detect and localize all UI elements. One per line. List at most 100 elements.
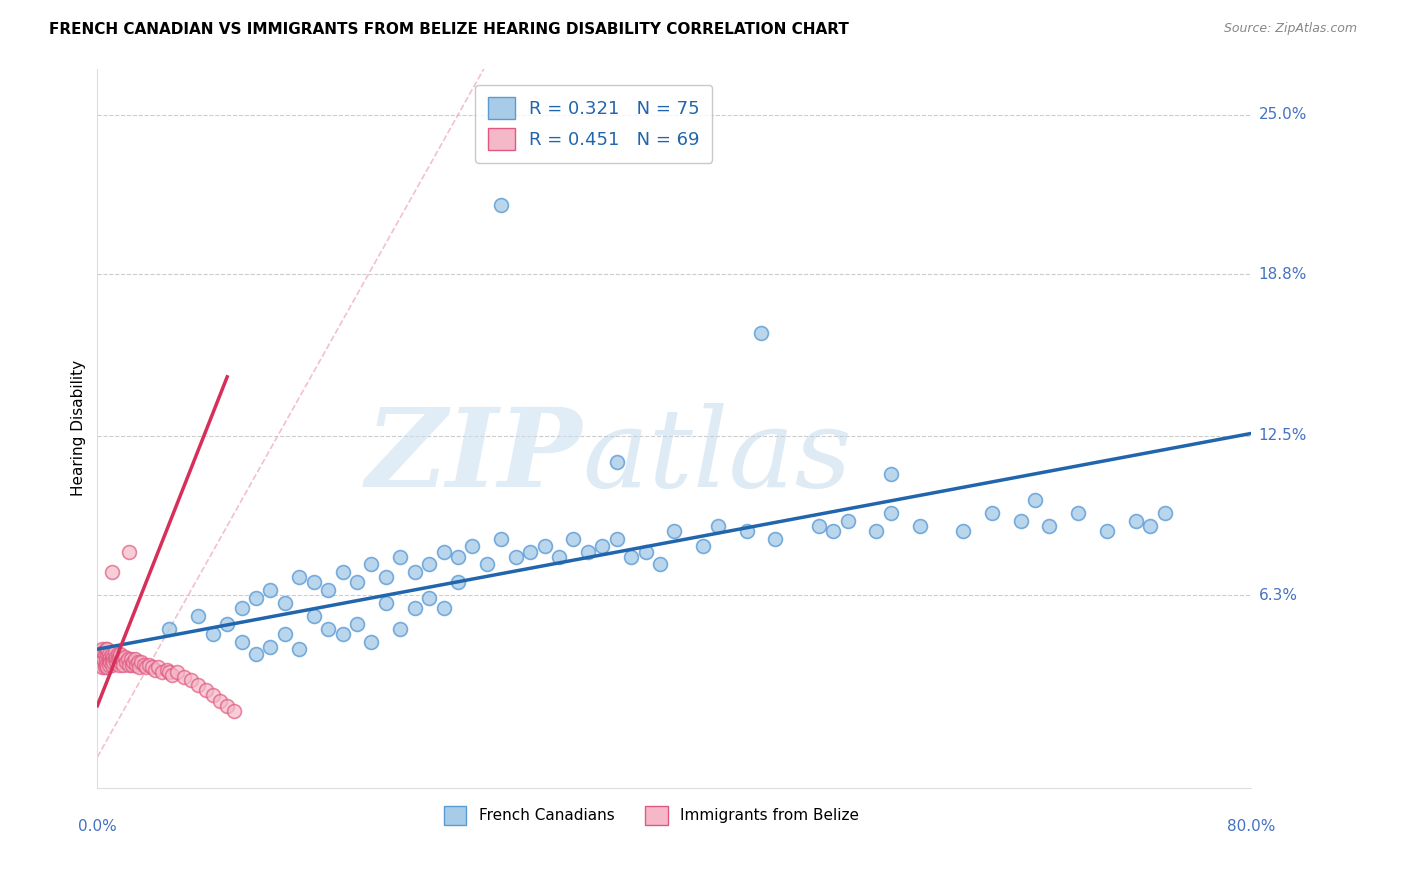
Point — [97, 652, 120, 666]
Point — [562, 532, 585, 546]
Point — [404, 565, 426, 579]
Point — [143, 663, 166, 677]
Point — [101, 652, 124, 666]
Point — [150, 665, 173, 680]
Point — [548, 549, 571, 564]
Point — [1125, 514, 1147, 528]
Point — [138, 657, 160, 672]
Point — [120, 652, 142, 666]
Point — [117, 652, 139, 666]
Point — [96, 660, 118, 674]
Y-axis label: Hearing Disability: Hearing Disability — [72, 360, 86, 496]
Text: ZIP: ZIP — [366, 403, 582, 511]
Point — [91, 645, 114, 659]
Point — [96, 648, 118, 662]
Point — [389, 622, 412, 636]
Point — [128, 660, 150, 674]
Point — [259, 640, 281, 654]
Point — [98, 655, 121, 669]
Point — [880, 506, 903, 520]
Point — [302, 608, 325, 623]
Point — [576, 544, 599, 558]
Point — [108, 649, 131, 664]
Legend: French Canadians, Immigrants from Belize: French Canadians, Immigrants from Belize — [437, 800, 865, 830]
Point — [648, 558, 671, 572]
Point — [491, 532, 513, 546]
Point — [332, 565, 354, 579]
Point — [96, 642, 118, 657]
Point — [908, 519, 931, 533]
Point — [105, 655, 128, 669]
Point — [115, 655, 138, 669]
Point — [245, 591, 267, 605]
Point — [418, 591, 440, 605]
Point — [735, 524, 758, 538]
Point — [103, 655, 125, 669]
Point — [980, 506, 1002, 520]
Point — [823, 524, 845, 538]
Point — [159, 665, 181, 680]
Point — [114, 649, 136, 664]
Point — [173, 671, 195, 685]
Point — [664, 524, 686, 538]
Text: 12.5%: 12.5% — [1258, 428, 1308, 443]
Point — [110, 655, 132, 669]
Point — [591, 540, 613, 554]
Point — [91, 652, 114, 666]
Point — [125, 657, 148, 672]
Text: 0.0%: 0.0% — [77, 819, 117, 834]
Point — [135, 660, 157, 674]
Point — [505, 549, 527, 564]
Point — [101, 648, 124, 662]
Point — [1139, 519, 1161, 533]
Point — [159, 622, 181, 636]
Point — [93, 648, 115, 662]
Point — [124, 652, 146, 666]
Point — [332, 627, 354, 641]
Point — [127, 655, 149, 669]
Point — [1067, 506, 1090, 520]
Point — [90, 660, 112, 674]
Text: FRENCH CANADIAN VS IMMIGRANTS FROM BELIZE HEARING DISABILITY CORRELATION CHART: FRENCH CANADIAN VS IMMIGRANTS FROM BELIZ… — [49, 22, 849, 37]
Point — [111, 652, 134, 666]
Point — [865, 524, 887, 538]
Point — [217, 616, 239, 631]
Point — [107, 652, 129, 666]
Point — [105, 649, 128, 664]
Point — [288, 570, 311, 584]
Point — [432, 601, 454, 615]
Point — [187, 608, 209, 623]
Point — [418, 558, 440, 572]
Point — [763, 532, 786, 546]
Point — [346, 616, 368, 631]
Point — [245, 648, 267, 662]
Point — [389, 549, 412, 564]
Point — [94, 642, 117, 657]
Point — [1010, 514, 1032, 528]
Point — [606, 455, 628, 469]
Point — [491, 197, 513, 211]
Text: 25.0%: 25.0% — [1258, 107, 1308, 122]
Point — [194, 683, 217, 698]
Point — [108, 657, 131, 672]
Point — [533, 540, 555, 554]
Point — [90, 642, 112, 657]
Text: 18.8%: 18.8% — [1258, 267, 1308, 282]
Point — [187, 678, 209, 692]
Point — [104, 652, 127, 666]
Point — [231, 601, 253, 615]
Point — [97, 657, 120, 672]
Point — [346, 575, 368, 590]
Point — [360, 558, 382, 572]
Point — [94, 657, 117, 672]
Point — [201, 627, 224, 641]
Point — [101, 657, 124, 672]
Point — [166, 665, 188, 680]
Point — [129, 655, 152, 669]
Point — [217, 698, 239, 713]
Point — [634, 544, 657, 558]
Point — [620, 549, 643, 564]
Point — [316, 583, 339, 598]
Point — [692, 540, 714, 554]
Point — [519, 544, 541, 558]
